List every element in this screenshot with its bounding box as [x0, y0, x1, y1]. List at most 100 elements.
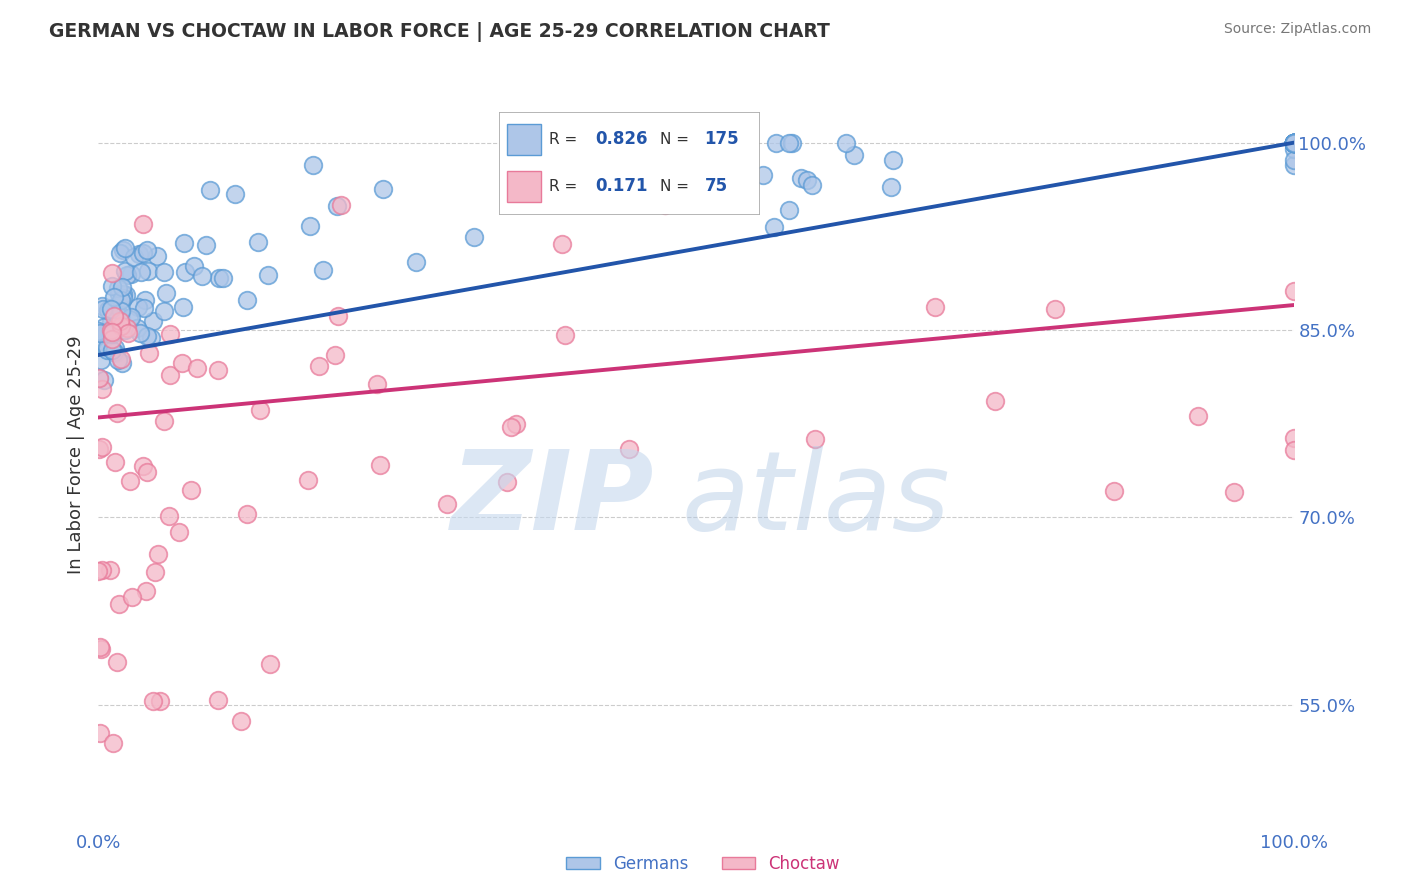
Text: Source: ZipAtlas.com: Source: ZipAtlas.com: [1223, 22, 1371, 37]
Point: [173, 264, 195, 278]
Point: [104, 342, 127, 356]
Point: [249, 403, 271, 417]
Point: [780, 136, 803, 150]
Point: [297, 473, 319, 487]
Point: [118, 312, 141, 326]
Point: [790, 171, 813, 186]
Point: [224, 187, 246, 202]
Point: [132, 459, 155, 474]
Point: [405, 255, 427, 269]
Point: [236, 507, 259, 521]
Point: [778, 203, 800, 218]
Point: [229, 714, 252, 728]
Point: [581, 153, 603, 167]
Point: [548, 159, 571, 173]
Point: [103, 290, 125, 304]
Point: [529, 177, 551, 191]
Point: [1282, 136, 1305, 150]
Point: [104, 345, 127, 359]
Point: [117, 326, 139, 340]
Point: [370, 458, 392, 472]
Point: [1282, 136, 1305, 150]
Point: [132, 246, 155, 260]
Point: [107, 281, 129, 295]
Point: [90, 334, 112, 348]
Point: [1282, 136, 1305, 150]
Point: [100, 279, 122, 293]
Point: [115, 268, 138, 282]
Point: [880, 179, 903, 194]
Point: [186, 360, 208, 375]
Bar: [508, 171, 541, 202]
Bar: [508, 124, 541, 154]
Point: [1282, 136, 1305, 150]
Point: [89, 371, 111, 385]
Point: [153, 264, 176, 278]
Point: [198, 182, 221, 196]
Point: [94, 326, 117, 340]
Point: [728, 138, 751, 153]
Point: [308, 359, 330, 373]
Point: [159, 326, 181, 341]
Point: [1282, 136, 1305, 150]
Point: [1282, 136, 1305, 150]
Point: [111, 355, 134, 369]
Text: 0.171: 0.171: [595, 178, 648, 195]
Point: [107, 352, 129, 367]
Text: 0.826: 0.826: [595, 130, 648, 148]
Point: [127, 300, 149, 314]
Point: [207, 693, 229, 707]
Point: [110, 303, 132, 318]
Point: [159, 368, 181, 382]
Point: [1282, 136, 1305, 150]
Point: [120, 310, 142, 324]
Point: [654, 198, 676, 212]
Point: [128, 247, 150, 261]
Point: [1282, 136, 1305, 150]
Point: [259, 657, 281, 671]
Point: [463, 230, 485, 244]
Point: [191, 268, 214, 283]
Point: [139, 331, 162, 345]
Point: [1282, 136, 1305, 150]
Point: [1282, 136, 1305, 150]
Point: [89, 326, 111, 341]
Point: [89, 725, 111, 739]
Point: [101, 301, 124, 316]
Point: [93, 301, 115, 316]
Point: [98, 326, 121, 341]
Point: [101, 325, 124, 339]
Point: [115, 288, 138, 302]
Point: [100, 343, 122, 357]
Point: [1282, 136, 1305, 150]
Point: [135, 583, 157, 598]
Point: [170, 356, 193, 370]
Point: [505, 145, 527, 160]
Point: [98, 301, 121, 316]
Point: [302, 158, 325, 172]
Point: [125, 320, 148, 334]
Point: [984, 394, 1007, 409]
Point: [136, 466, 159, 480]
Point: [328, 309, 350, 323]
Point: [97, 302, 120, 317]
Point: [1187, 409, 1209, 423]
Point: [1282, 136, 1305, 150]
Point: [1282, 136, 1305, 150]
Point: [1282, 136, 1305, 150]
Point: [796, 173, 818, 187]
Point: [100, 323, 122, 337]
Point: [90, 353, 112, 368]
Point: [110, 310, 132, 325]
Point: [1282, 157, 1305, 171]
Point: [98, 563, 121, 577]
Point: [207, 271, 229, 285]
Point: [110, 309, 132, 323]
Point: [236, 293, 259, 307]
Point: [136, 263, 159, 277]
Point: [924, 301, 946, 315]
Point: [172, 300, 194, 314]
Point: [101, 332, 124, 346]
Point: [117, 321, 139, 335]
Text: R =: R =: [548, 179, 576, 194]
